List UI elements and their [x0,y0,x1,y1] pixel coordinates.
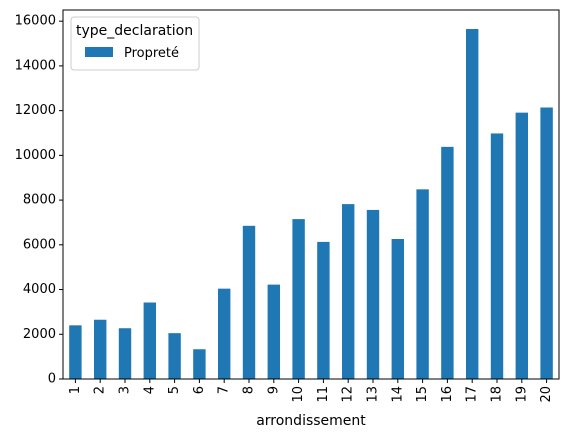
legend: type_declaration Propreté [70,16,200,71]
bar-14 [391,239,404,379]
bar-7 [218,288,231,379]
x-tick-label-1: 1 [68,386,83,394]
bar-4 [143,302,156,379]
x-tick-label-11: 11 [316,386,331,403]
bar-3 [118,328,132,379]
x-tick-label-8: 8 [242,386,257,394]
x-axis-label: arrondissement [256,413,366,429]
y-tick-label-8000: 8000 [23,193,56,208]
legend-series-label: Propreté [124,46,179,61]
x-tick-label-18: 18 [490,386,505,403]
x-axis: 1 2 3 4 5 6 7 8 9 10 11 12 13 14 15 16 17 18 19 20 [68,379,554,403]
bar-17 [466,29,479,379]
bar-12 [342,204,355,379]
x-tick-label-7: 7 [217,386,232,394]
bar-11 [317,241,330,379]
x-tick-label-2: 2 [93,386,108,394]
bar-18 [490,133,504,379]
x-tick-label-13: 13 [366,386,381,403]
x-tick-label-3: 3 [118,386,133,394]
y-axis: 0 2000 4000 6000 8000 10000 12000 14000 16000 [15,14,63,387]
legend-title: type_declaration [76,23,193,39]
y-tick-label-10000: 10000 [15,148,56,163]
x-tick-label-12: 12 [341,386,356,403]
bar-5 [168,333,181,379]
bar-8 [242,225,256,379]
x-tick-label-19: 19 [514,386,529,403]
bar-9 [267,284,280,379]
x-tick-label-15: 15 [415,386,430,403]
bar-19 [515,112,528,379]
y-tick-label-0: 0 [48,372,56,387]
bar-15 [416,189,429,379]
y-tick-label-12000: 12000 [15,103,56,118]
x-tick-label-6: 6 [192,386,207,394]
bar-2 [94,319,107,379]
x-tick-label-10: 10 [291,386,306,403]
plot-frame [62,9,560,380]
bar-13 [366,209,380,379]
x-tick-label-14: 14 [390,386,405,403]
legend-swatch [85,47,113,57]
x-tick-label-4: 4 [142,386,157,394]
bar-20 [540,107,553,379]
bar-6 [193,349,206,379]
x-tick-label-20: 20 [539,386,554,403]
y-tick-label-14000: 14000 [15,58,56,73]
bar-1 [69,325,82,379]
x-tick-label-16: 16 [440,386,455,403]
y-tick-label-2000: 2000 [23,327,56,342]
y-tick-label-16000: 16000 [15,14,56,29]
x-tick-label-9: 9 [266,386,281,394]
y-tick-label-4000: 4000 [23,282,56,297]
x-tick-label-17: 17 [465,386,480,403]
y-tick-label-6000: 6000 [23,237,56,252]
bars-group [69,29,553,379]
x-tick-label-5: 5 [167,386,182,394]
bar-16 [441,146,454,379]
bar-10 [292,219,305,379]
